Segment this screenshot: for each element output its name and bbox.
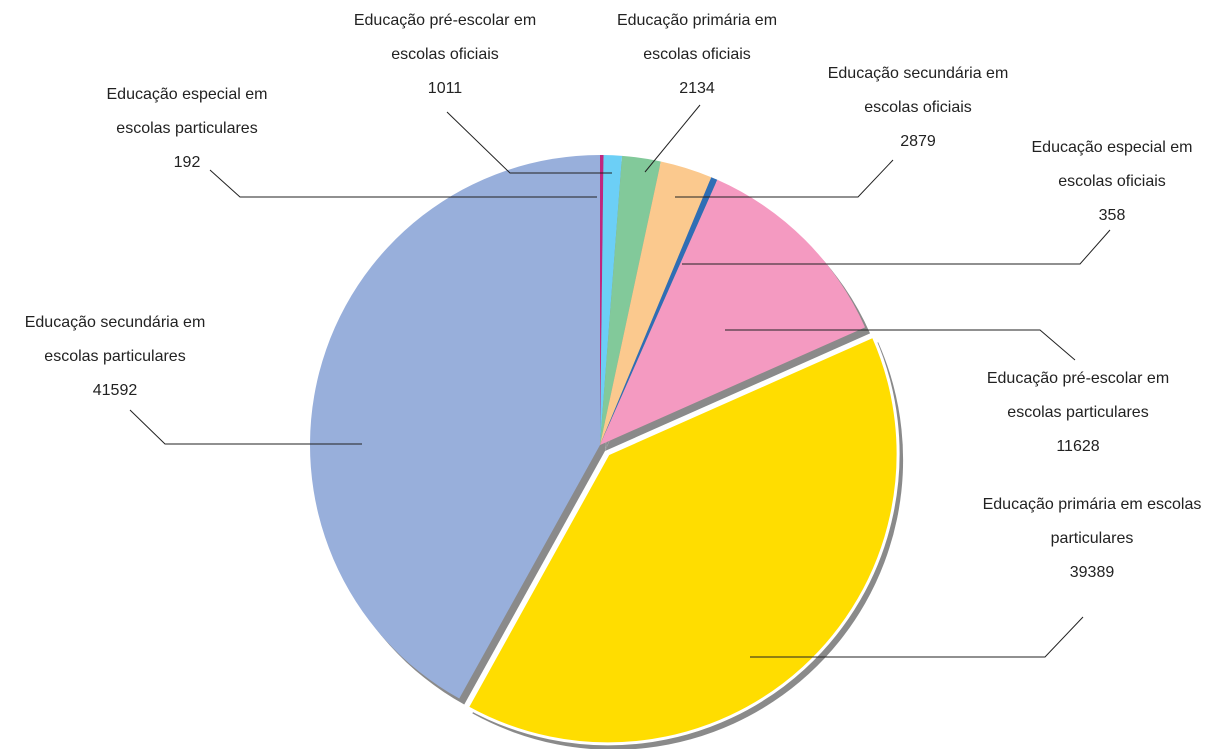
- leader-line: [644, 104, 701, 173]
- slice-label: Educação primária em escolas particulare…: [972, 488, 1212, 590]
- leader-line: [725, 329, 1076, 361]
- label-name: Educação primária em escolas particulare…: [982, 496, 1202, 547]
- slice-label: Educação secundária em escolas particula…: [15, 306, 215, 408]
- label-name: Educação especial em escolas oficiais: [1031, 139, 1193, 190]
- label-name: Educação pré-escolar em escolas oficiais: [353, 12, 537, 63]
- leader-line: [675, 159, 894, 198]
- leader-line: [209, 169, 597, 198]
- slice: [600, 155, 604, 445]
- label-name: Educação pré-escolar em escolas particul…: [986, 370, 1170, 421]
- slice-label: Educação pré-escolar em escolas oficiais…: [345, 4, 545, 106]
- leader-line: [446, 111, 612, 174]
- slice: [600, 179, 866, 445]
- label-name: Educação primária em escolas oficiais: [616, 12, 778, 63]
- slice-label: Educação primária em escolas oficiais 213…: [597, 4, 797, 106]
- label-value: 1011: [427, 80, 463, 97]
- slice: [309, 154, 600, 699]
- slice-label: Educação especial em escolas oficiais 358: [1012, 131, 1212, 233]
- leader-line: [750, 616, 1084, 658]
- slice-label: Educação especial em escolas particulare…: [87, 78, 287, 180]
- slice: [600, 161, 712, 446]
- leader-line: [129, 409, 362, 445]
- label-value: 2134: [679, 80, 715, 97]
- label-name: Educação especial em escolas particulare…: [106, 86, 268, 137]
- slice: [465, 334, 900, 746]
- label-name: Educação secundária em escolas oficiais: [827, 65, 1009, 116]
- label-value: 2879: [900, 133, 936, 150]
- slice: [600, 155, 661, 445]
- label-value: 41592: [92, 382, 138, 399]
- label-value: 358: [1098, 207, 1126, 224]
- slice-label: Educação pré-escolar em escolas particul…: [978, 362, 1178, 464]
- label-value: 11628: [1056, 438, 1100, 455]
- slice-label: Educação secundária em escolas oficiais 2…: [818, 57, 1018, 159]
- label-name: Educação secundária em escolas particula…: [24, 314, 206, 365]
- label-value: 39389: [1069, 564, 1115, 581]
- label-value: 192: [173, 154, 201, 171]
- leader-line: [682, 229, 1111, 265]
- slice: [600, 177, 718, 445]
- slice: [600, 155, 623, 445]
